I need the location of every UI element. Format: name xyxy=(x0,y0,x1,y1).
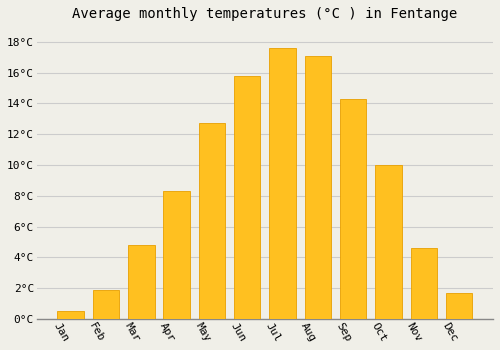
Bar xyxy=(270,48,296,319)
Bar xyxy=(304,56,331,319)
Bar xyxy=(93,290,120,319)
Bar xyxy=(446,293,472,319)
Bar xyxy=(128,245,154,319)
Bar xyxy=(198,124,225,319)
Bar xyxy=(410,248,437,319)
Bar xyxy=(58,312,84,319)
Bar xyxy=(375,165,402,319)
Bar xyxy=(340,99,366,319)
Title: Average monthly temperatures (°C ) in Fentange: Average monthly temperatures (°C ) in Fe… xyxy=(72,7,458,21)
Bar xyxy=(234,76,260,319)
Bar xyxy=(164,191,190,319)
